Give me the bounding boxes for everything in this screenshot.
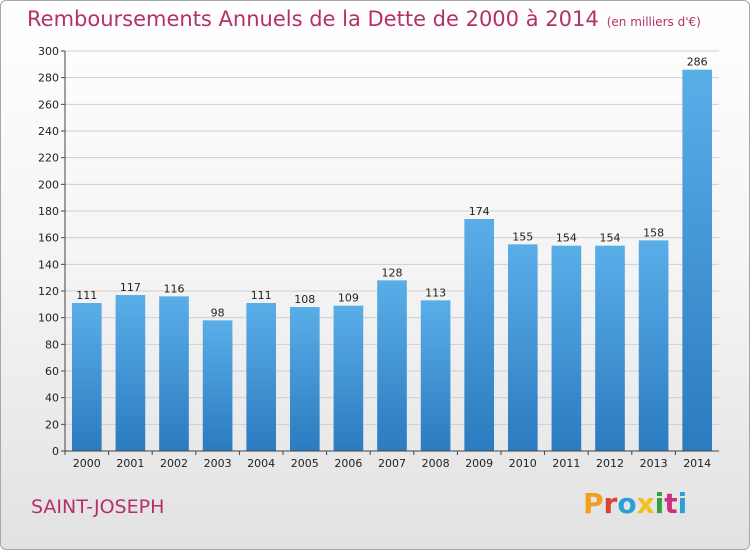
- data-label: 128: [382, 266, 403, 279]
- logo-letter: P: [583, 487, 604, 520]
- logo-letter: i: [677, 487, 688, 520]
- bar-2011: [551, 245, 582, 451]
- x-tick-label: 2000: [73, 457, 101, 470]
- y-tick-label: 160: [38, 232, 59, 245]
- y-tick-label: 80: [45, 338, 59, 351]
- data-label: 174: [469, 205, 490, 218]
- y-tick-label: 260: [38, 98, 59, 111]
- y-tick-label: 140: [38, 258, 59, 271]
- x-tick-label: 2010: [509, 457, 537, 470]
- x-tick-label: 2003: [204, 457, 232, 470]
- y-tick-label: 20: [45, 418, 59, 431]
- logo-letter: x: [636, 487, 655, 520]
- x-tick-label: 2002: [160, 457, 188, 470]
- x-tick-label: 2011: [552, 457, 580, 470]
- bar-2005: [289, 307, 320, 451]
- y-tick-label: 220: [38, 152, 59, 165]
- data-label: 154: [556, 232, 577, 245]
- bar-2007: [377, 280, 407, 451]
- bar-2009: [464, 219, 495, 451]
- bar-2003: [202, 320, 233, 451]
- x-tick-label: 2014: [683, 457, 711, 470]
- x-axis-ticks: 2000 2001 2002 2003 2004 2005 2006 2007 2008 2009…: [64, 451, 711, 470]
- bar-2001: [115, 295, 146, 451]
- y-tick-label: 100: [38, 312, 59, 325]
- x-tick-label: 2005: [291, 457, 319, 470]
- data-label: 155: [512, 230, 533, 243]
- data-label: 117: [120, 281, 141, 294]
- bar-2012: [595, 245, 625, 451]
- x-tick-label: 2009: [465, 457, 493, 470]
- x-tick-label: 2001: [116, 457, 144, 470]
- y-tick-label: 200: [38, 178, 59, 191]
- data-label: 98: [211, 306, 225, 319]
- bar-2010: [507, 244, 538, 451]
- chart-title-text: Remboursements Annuels de la Dette de 20…: [27, 7, 599, 31]
- city-name: SAINT-JOSEPH: [31, 496, 165, 518]
- data-label: 116: [164, 282, 185, 295]
- y-tick-label: 40: [45, 392, 59, 405]
- data-label: 109: [338, 292, 359, 305]
- logo-letter: o: [617, 487, 637, 520]
- logo-letter: t: [664, 487, 678, 520]
- data-label: 113: [425, 286, 446, 299]
- logo-letter: r: [603, 487, 618, 520]
- y-tick-label: 60: [45, 365, 59, 378]
- y-tick-label: 240: [38, 125, 59, 138]
- data-label: 286: [687, 56, 708, 69]
- y-axis-ticks: 0 20 40 60 80 100 120 140 160 180 200 220 240 260 280 3…: [38, 45, 65, 458]
- proxiti-logo: Proxiti: [583, 487, 687, 520]
- y-tick-label: 120: [38, 285, 59, 298]
- x-tick-label: 2012: [596, 457, 624, 470]
- x-tick-label: 2008: [422, 457, 450, 470]
- y-tick-label: 280: [38, 72, 59, 85]
- data-label: 111: [76, 289, 97, 302]
- bar-2004: [246, 303, 277, 451]
- bar-2014: [682, 69, 713, 452]
- chart-unit: (en milliers d'€): [606, 15, 701, 29]
- x-tick-label: 2004: [247, 457, 275, 470]
- bar-2013: [638, 240, 669, 451]
- data-label: 108: [294, 293, 315, 306]
- y-tick-label: 180: [38, 205, 59, 218]
- bar-2006: [333, 305, 364, 451]
- data-label: 111: [251, 289, 272, 302]
- bar-2000: [71, 303, 102, 451]
- data-label: 154: [600, 232, 621, 245]
- bars: [71, 69, 713, 452]
- y-tick-label: 0: [52, 445, 59, 458]
- y-tick-label: 300: [38, 45, 59, 58]
- bar-2008: [420, 300, 451, 451]
- x-tick-label: 2007: [378, 457, 406, 470]
- data-labels: 111 117 116 98 111 108 109 128 113 174 155 154 154 15…: [76, 56, 707, 320]
- bar-2002: [159, 296, 189, 451]
- x-tick-label: 2006: [334, 457, 362, 470]
- chart-title: Remboursements Annuels de la Dette de 20…: [27, 7, 701, 31]
- x-tick-label: 2013: [640, 457, 668, 470]
- data-label: 158: [643, 226, 664, 239]
- logo-letter: i: [654, 487, 665, 520]
